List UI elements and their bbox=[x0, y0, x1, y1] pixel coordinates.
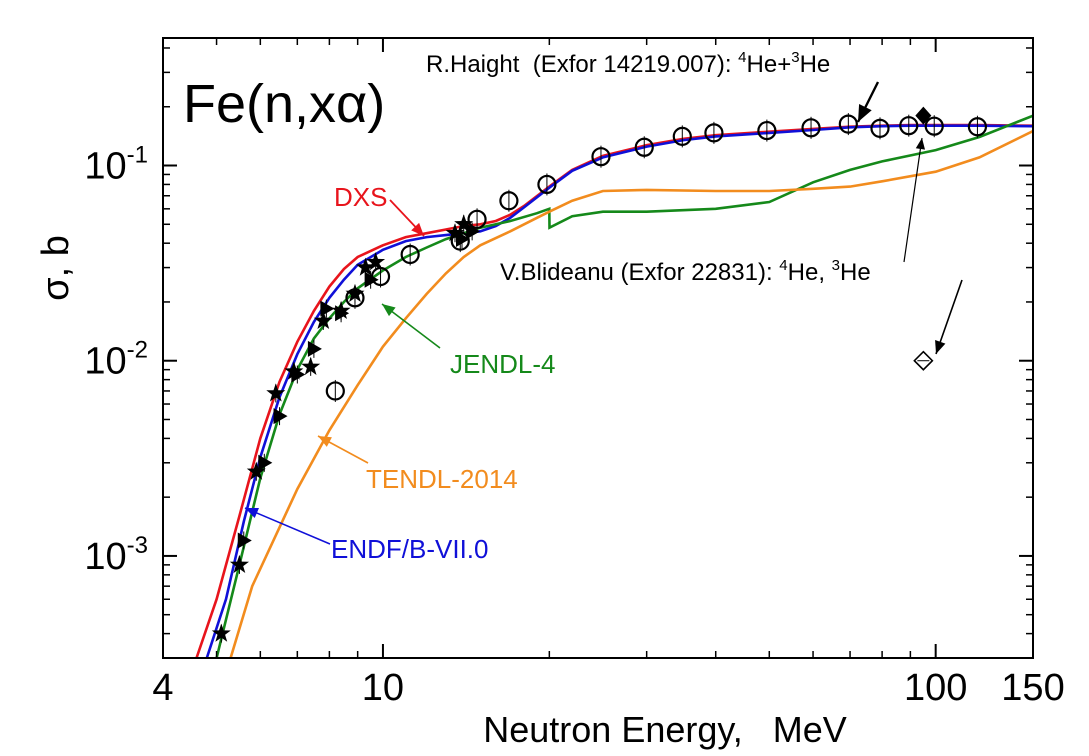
y-tick-label: 10-3 bbox=[84, 532, 148, 578]
data-point-star bbox=[366, 252, 386, 271]
data-point-circle bbox=[870, 118, 890, 138]
tendl2014-arrow-head bbox=[318, 436, 332, 447]
x-tick-label: 100 bbox=[904, 667, 967, 709]
data-point-circle bbox=[899, 116, 919, 136]
data-point-circle bbox=[325, 381, 345, 401]
data-point-triangle bbox=[291, 366, 306, 383]
data-point-circle bbox=[967, 117, 988, 137]
data-point-circle bbox=[801, 118, 821, 138]
data-point-diamond-filled bbox=[915, 106, 932, 125]
axis-ticks: 4 10 100 150 10-3 10-2 10-1 bbox=[84, 38, 1065, 709]
legend-tendl2014: TENDL-2014 bbox=[366, 464, 518, 494]
data-point-circle bbox=[838, 114, 858, 134]
data-point-circle bbox=[924, 116, 944, 136]
data-point-triangle bbox=[335, 305, 350, 322]
plot-frame bbox=[162, 37, 1034, 659]
y-tick-label: 10-2 bbox=[84, 337, 148, 383]
data-point-star bbox=[246, 461, 266, 480]
chart-title: Fe(n,xα) bbox=[183, 74, 385, 134]
data-point-diamond-open bbox=[913, 350, 934, 371]
series-line-1 bbox=[205, 124, 1033, 658]
data-point-circle bbox=[757, 120, 777, 141]
y-tick-label: 10-1 bbox=[84, 142, 148, 188]
model-curves bbox=[195, 114, 1033, 658]
legend-endfb7: ENDF/B-VII.0 bbox=[331, 534, 488, 564]
blideanu-arrow-upper-head bbox=[915, 138, 925, 150]
data-point-star bbox=[445, 223, 465, 242]
data-point-circle bbox=[704, 123, 724, 143]
data-point-triangle bbox=[237, 532, 252, 549]
data-point-star bbox=[356, 257, 375, 276]
haight-arrow-head bbox=[858, 104, 872, 122]
data-point-circle bbox=[499, 191, 519, 211]
data-point-star bbox=[229, 554, 249, 573]
data-point-triangle bbox=[307, 340, 322, 357]
endfb7-arrow bbox=[244, 507, 331, 545]
data-point-triangle bbox=[455, 231, 470, 248]
data-point-circle bbox=[400, 244, 420, 265]
dxs-arrow-head bbox=[411, 222, 424, 236]
legend-dxs: DXS bbox=[334, 182, 387, 212]
data-point-circle bbox=[591, 147, 611, 167]
jendl4-arrow-head bbox=[382, 304, 396, 317]
blideanu-arrow-upper bbox=[903, 137, 923, 263]
data-point-triangle bbox=[320, 300, 335, 317]
annotation-haight: R.Haight (Exfor 14219.007): 4He+3He bbox=[426, 49, 830, 78]
annotation-blideanu: V.Blideanu (Exfor 22831): 4He, 3He bbox=[500, 257, 871, 286]
data-point-triangle bbox=[273, 408, 288, 425]
x-tick-label: 150 bbox=[1001, 667, 1064, 709]
data-point-circle bbox=[467, 209, 487, 229]
data-point-triangle bbox=[258, 454, 273, 471]
data-markers bbox=[211, 106, 988, 643]
x-tick-label: 4 bbox=[152, 667, 173, 709]
endfb7-arrow-head bbox=[245, 508, 259, 518]
data-point-circle bbox=[634, 137, 654, 157]
data-point-star bbox=[313, 310, 333, 329]
blideanu-arrow-lower bbox=[935, 279, 963, 355]
y-axis-title: σ, b bbox=[35, 235, 77, 301]
data-point-star bbox=[345, 283, 365, 302]
data-point-triangle bbox=[364, 271, 379, 288]
data-point-triangle bbox=[466, 223, 481, 240]
series-line-0 bbox=[195, 123, 1033, 658]
data-point-star bbox=[266, 383, 286, 402]
legend-jendl4: JENDL-4 bbox=[450, 349, 555, 379]
x-axis-title: Neutron Energy, MeV bbox=[483, 709, 847, 750]
data-point-star bbox=[454, 214, 474, 233]
data-point-star bbox=[211, 623, 231, 642]
x-tick-label: 10 bbox=[362, 667, 404, 709]
data-point-circle bbox=[537, 174, 557, 195]
series-line-3 bbox=[229, 129, 1033, 658]
blideanu-arrow-lower-head bbox=[935, 340, 946, 354]
data-point-star bbox=[301, 356, 321, 375]
data-point-circle bbox=[672, 126, 692, 146]
annotation-arrows bbox=[244, 81, 963, 545]
